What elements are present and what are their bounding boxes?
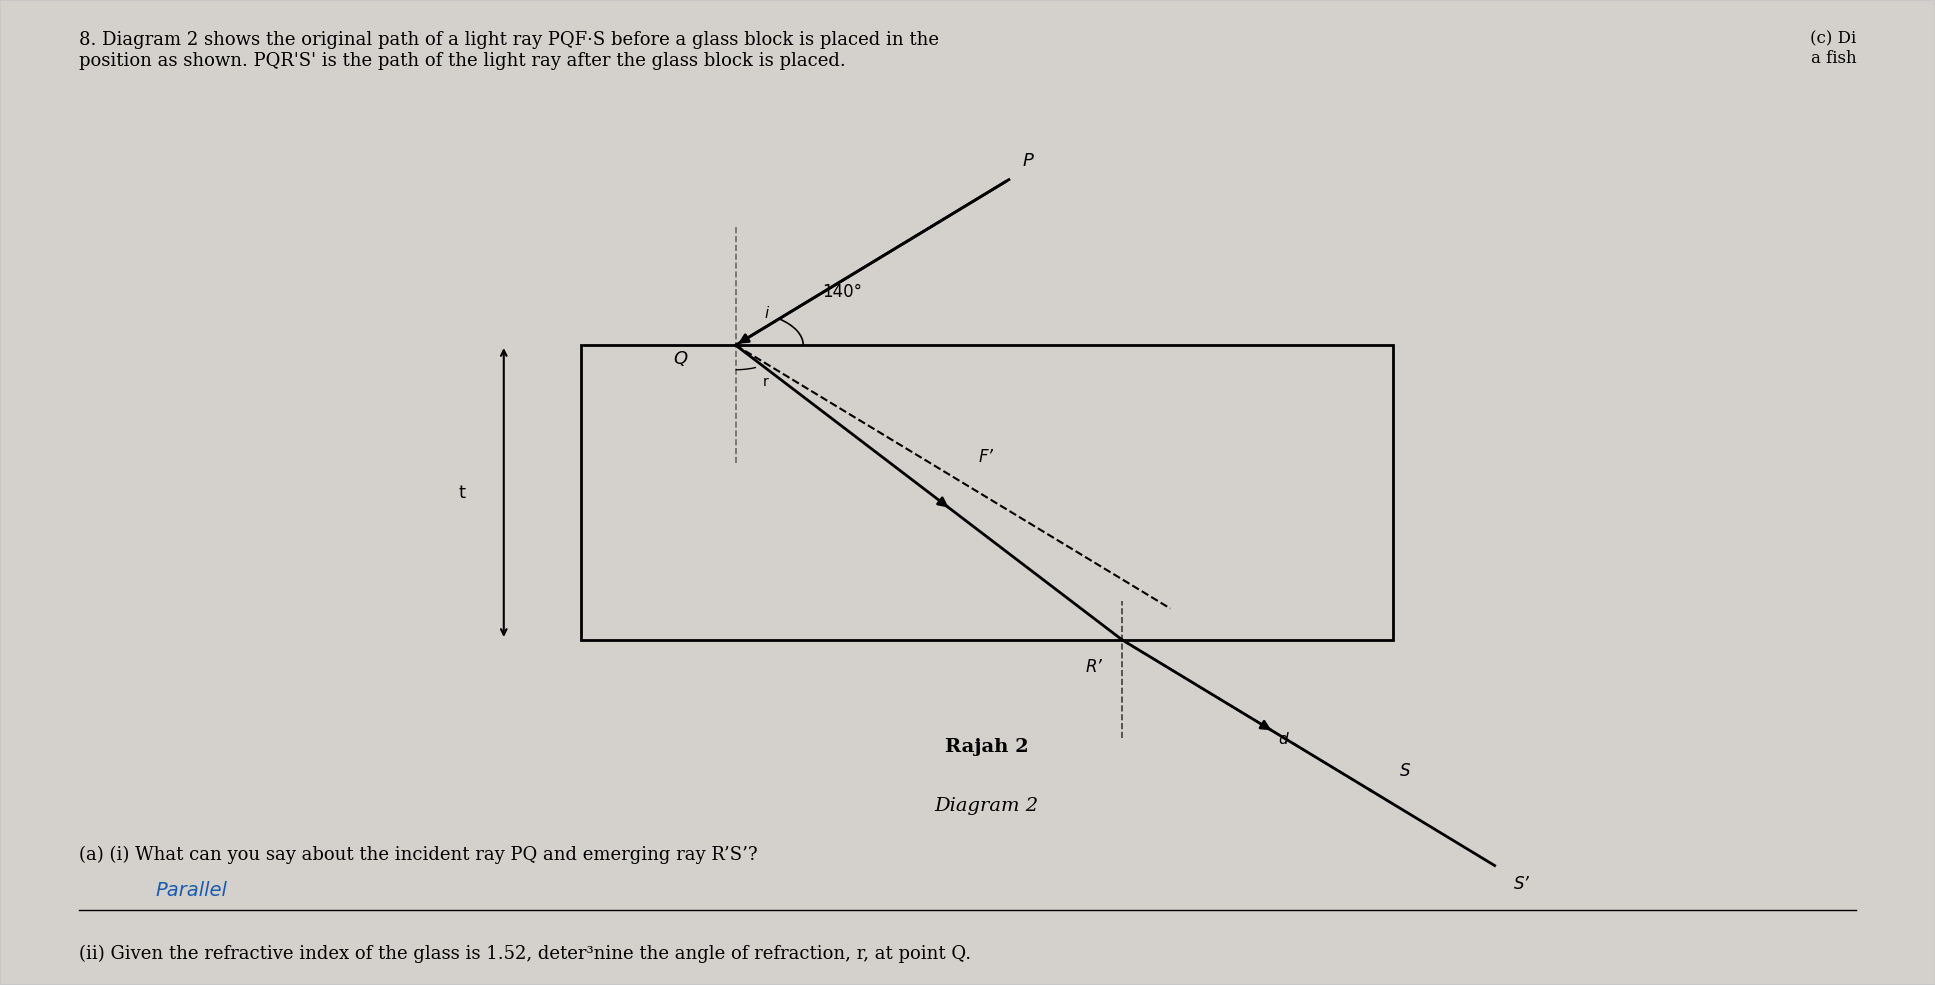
Bar	[580, 345, 1393, 640]
Text: S: S	[1399, 762, 1411, 780]
Text: R’: R’	[1086, 658, 1103, 676]
Text: (c) Di
a fish: (c) Di a fish	[1809, 31, 1856, 67]
Text: P: P	[1024, 152, 1033, 169]
Text: t: t	[459, 484, 464, 501]
Text: i: i	[764, 305, 768, 320]
Text: Parallel: Parallel	[157, 882, 228, 900]
Text: Rajah 2: Rajah 2	[944, 738, 1029, 756]
Text: Q: Q	[673, 350, 687, 368]
Text: (a) (i) What can you say about the incident ray PQ and emerging ray R’S’?: (a) (i) What can you say about the incid…	[79, 846, 757, 865]
Text: Diagram 2: Diagram 2	[935, 797, 1039, 815]
Text: 8. Diagram 2 shows the original path of a light ray PQF·S before a glass block i: 8. Diagram 2 shows the original path of …	[79, 31, 938, 70]
Text: d: d	[1277, 733, 1287, 748]
Text: S’: S’	[1513, 876, 1531, 893]
Text: r: r	[762, 374, 768, 389]
Text: 140°: 140°	[822, 283, 863, 301]
Text: (ii) Given the refractive index of the glass is 1.52, deter³nine the angle of re: (ii) Given the refractive index of the g…	[79, 945, 971, 962]
Text: F’: F’	[979, 448, 993, 466]
